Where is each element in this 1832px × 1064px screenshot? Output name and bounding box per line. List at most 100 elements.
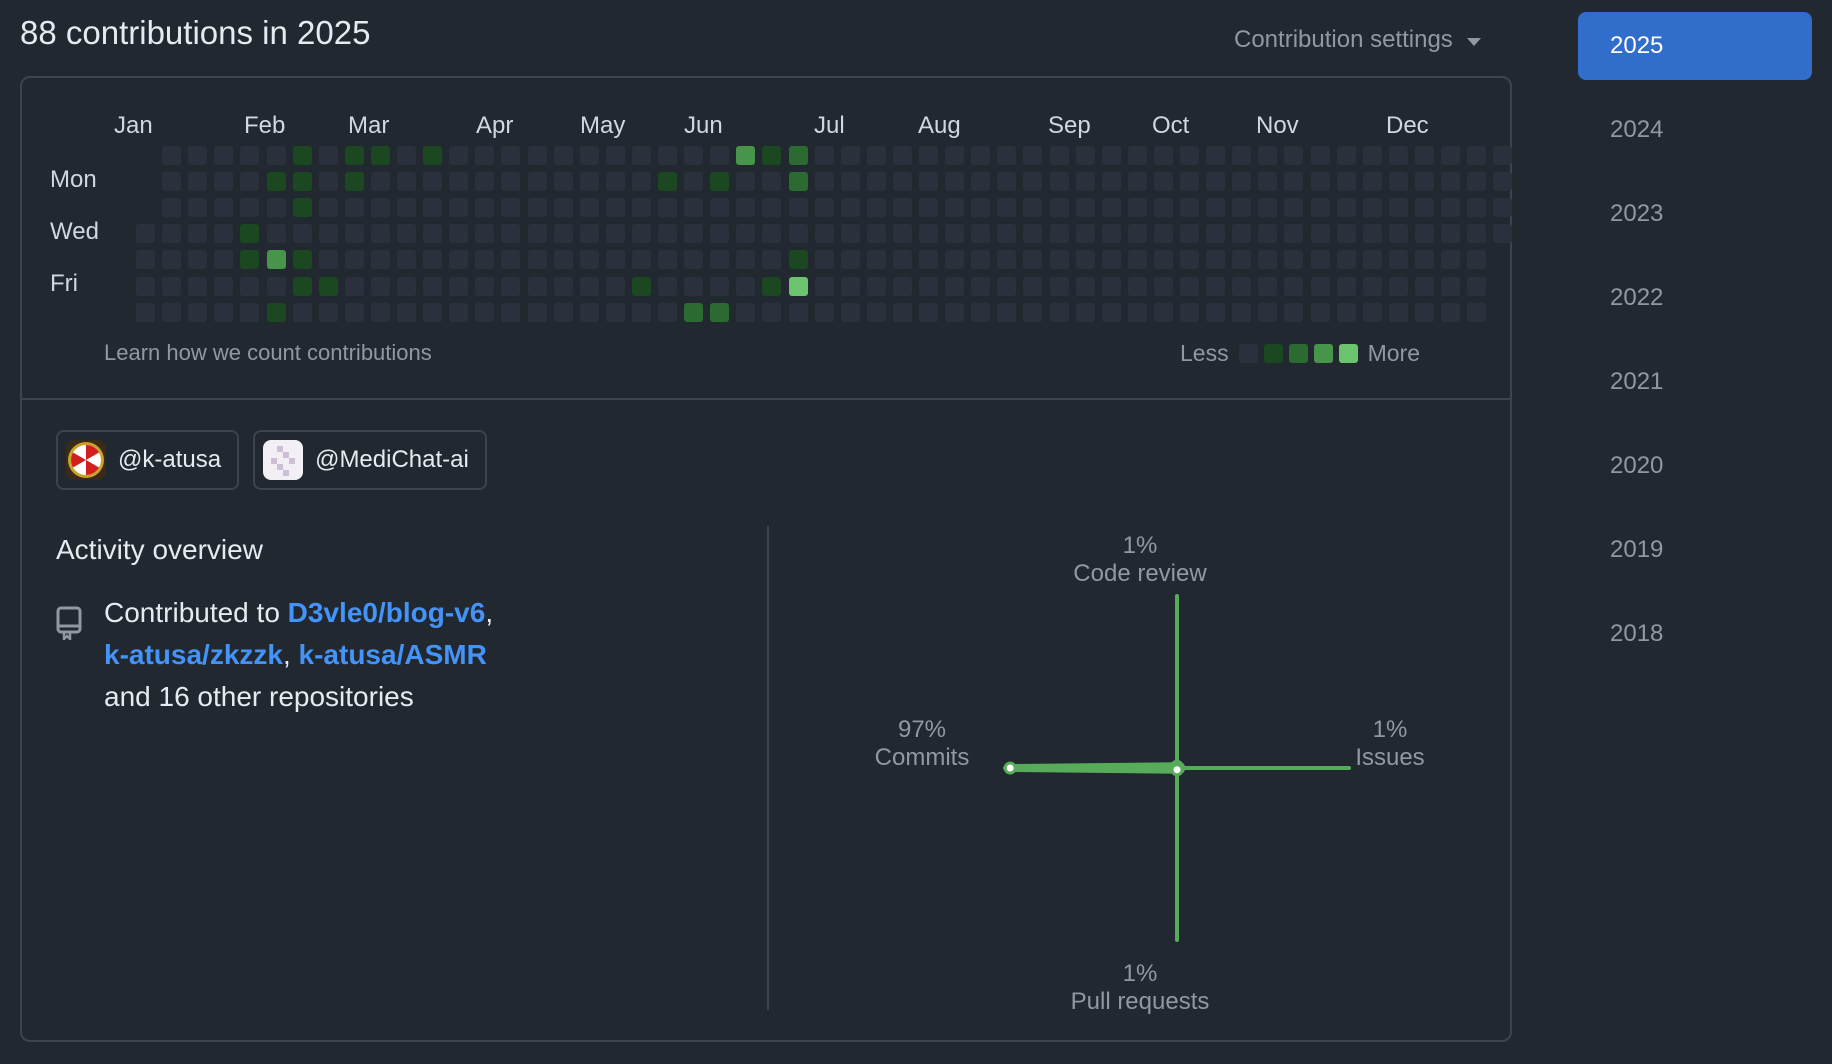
contribution-day-cell[interactable] xyxy=(1101,276,1121,296)
org-filter-medichat-ai[interactable]: @MediChat-ai xyxy=(253,430,487,490)
contribution-day-cell[interactable] xyxy=(1232,172,1252,192)
contribution-day-cell[interactable] xyxy=(892,224,912,244)
contribution-day-cell[interactable] xyxy=(1075,302,1095,322)
contribution-day-cell[interactable] xyxy=(370,198,390,218)
contribution-day-cell[interactable] xyxy=(240,250,260,270)
contribution-day-cell[interactable] xyxy=(449,302,469,322)
contribution-day-cell[interactable] xyxy=(501,224,521,244)
contribution-day-cell[interactable] xyxy=(527,224,547,244)
contribution-day-cell[interactable] xyxy=(579,224,599,244)
contribution-day-cell[interactable] xyxy=(553,224,573,244)
contribution-day-cell[interactable] xyxy=(292,146,312,165)
contribution-day-cell[interactable] xyxy=(631,146,651,165)
contribution-day-cell[interactable] xyxy=(788,302,808,322)
contribution-day-cell[interactable] xyxy=(397,172,416,192)
contribution-day-cell[interactable] xyxy=(344,172,364,192)
contribution-day-cell[interactable] xyxy=(344,224,364,244)
contribution-day-cell[interactable] xyxy=(1336,276,1356,296)
contribution-day-cell[interactable] xyxy=(1414,302,1434,322)
contribution-day-cell[interactable] xyxy=(997,276,1017,296)
contribution-day-cell[interactable] xyxy=(318,224,338,244)
contribution-day-cell[interactable] xyxy=(1049,224,1069,244)
contribution-day-cell[interactable] xyxy=(162,276,182,296)
contribution-day-cell[interactable] xyxy=(1310,276,1330,296)
contribution-day-cell[interactable] xyxy=(292,224,312,244)
contribution-day-cell[interactable] xyxy=(449,172,469,192)
contribution-day-cell[interactable] xyxy=(866,224,886,244)
contribution-day-cell[interactable] xyxy=(1284,302,1304,322)
contribution-day-cell[interactable] xyxy=(188,172,208,192)
contribution-day-cell[interactable] xyxy=(945,224,965,244)
contribution-day-cell[interactable] xyxy=(475,276,495,296)
contribution-day-cell[interactable] xyxy=(762,172,782,192)
learn-contributions-link[interactable]: Learn how we count contributions xyxy=(104,340,432,365)
contribution-day-cell[interactable] xyxy=(658,224,677,244)
contribution-day-cell[interactable] xyxy=(1414,224,1434,244)
contribution-day-cell[interactable] xyxy=(370,302,390,322)
contribution-day-cell[interactable] xyxy=(1153,250,1173,270)
contribution-day-cell[interactable] xyxy=(814,146,834,165)
contribution-day-cell[interactable] xyxy=(1258,224,1278,244)
contribution-day-cell[interactable] xyxy=(788,224,808,244)
contribution-day-cell[interactable] xyxy=(1153,302,1173,322)
contribution-day-cell[interactable] xyxy=(605,172,625,192)
repo-link[interactable]: D3vle0/blog-v6 xyxy=(287,597,486,628)
contribution-day-cell[interactable] xyxy=(814,250,834,270)
contribution-day-cell[interactable] xyxy=(1388,250,1408,270)
contribution-day-cell[interactable] xyxy=(788,172,808,192)
contribution-day-cell[interactable] xyxy=(1075,224,1095,244)
year-button[interactable]: 2023 xyxy=(1610,200,1664,227)
contribution-day-cell[interactable] xyxy=(1232,198,1252,218)
contribution-day-cell[interactable] xyxy=(710,250,730,270)
contribution-day-cell[interactable] xyxy=(1180,250,1199,270)
contribution-day-cell[interactable] xyxy=(1441,302,1460,322)
contribution-day-cell[interactable] xyxy=(344,250,364,270)
contribution-day-cell[interactable] xyxy=(736,276,756,296)
contribution-day-cell[interactable] xyxy=(1101,146,1121,165)
contribution-day-cell[interactable] xyxy=(1493,224,1513,244)
contribution-day-cell[interactable] xyxy=(710,198,730,218)
contribution-day-cell[interactable] xyxy=(136,276,155,296)
year-button[interactable]: 2021 xyxy=(1610,368,1664,395)
contribution-day-cell[interactable] xyxy=(553,146,573,165)
contribution-day-cell[interactable] xyxy=(1362,146,1382,165)
contribution-day-cell[interactable] xyxy=(1284,250,1304,270)
contribution-day-cell[interactable] xyxy=(684,302,704,322)
contribution-day-cell[interactable] xyxy=(1284,224,1304,244)
contribution-day-cell[interactable] xyxy=(1232,276,1252,296)
contribution-day-cell[interactable] xyxy=(1388,146,1408,165)
contribution-day-cell[interactable] xyxy=(736,172,756,192)
contribution-day-cell[interactable] xyxy=(266,250,286,270)
contribution-day-cell[interactable] xyxy=(866,172,886,192)
contribution-day-cell[interactable] xyxy=(370,172,390,192)
contribution-day-cell[interactable] xyxy=(1232,250,1252,270)
contribution-day-cell[interactable] xyxy=(945,198,965,218)
contribution-day-cell[interactable] xyxy=(501,146,521,165)
contribution-day-cell[interactable] xyxy=(892,146,912,165)
contribution-day-cell[interactable] xyxy=(1206,250,1226,270)
contribution-day-cell[interactable] xyxy=(997,224,1017,244)
contribution-day-cell[interactable] xyxy=(788,250,808,270)
contribution-day-cell[interactable] xyxy=(1127,146,1147,165)
contribution-day-cell[interactable] xyxy=(997,250,1017,270)
contribution-day-cell[interactable] xyxy=(736,302,756,322)
contribution-day-cell[interactable] xyxy=(397,146,416,165)
contribution-day-cell[interactable] xyxy=(1441,172,1460,192)
contribution-day-cell[interactable] xyxy=(1180,172,1199,192)
contribution-day-cell[interactable] xyxy=(240,146,260,165)
contribution-day-cell[interactable] xyxy=(1414,198,1434,218)
contribution-day-cell[interactable] xyxy=(631,172,651,192)
contribution-day-cell[interactable] xyxy=(214,302,234,322)
contribution-day-cell[interactable] xyxy=(971,302,991,322)
contribution-day-cell[interactable] xyxy=(1075,276,1095,296)
contribution-day-cell[interactable] xyxy=(1023,224,1043,244)
contribution-day-cell[interactable] xyxy=(449,224,469,244)
contribution-day-cell[interactable] xyxy=(449,276,469,296)
contribution-day-cell[interactable] xyxy=(1336,146,1356,165)
contribution-day-cell[interactable] xyxy=(762,302,782,322)
contribution-day-cell[interactable] xyxy=(553,172,573,192)
contribution-day-cell[interactable] xyxy=(579,250,599,270)
contribution-day-cell[interactable] xyxy=(579,302,599,322)
contribution-day-cell[interactable] xyxy=(527,302,547,322)
contribution-day-cell[interactable] xyxy=(1467,276,1487,296)
